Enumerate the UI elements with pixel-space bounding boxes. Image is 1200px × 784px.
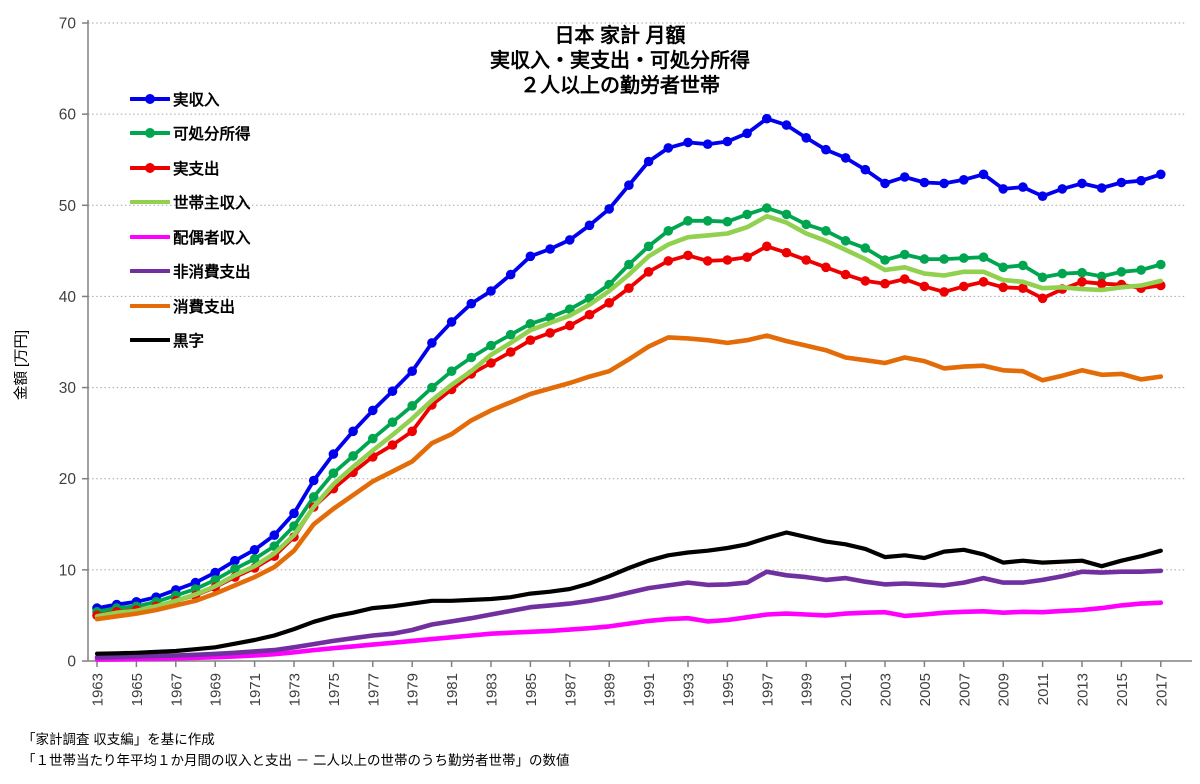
legend-label: 世帯主収入 bbox=[173, 195, 251, 212]
series-世帯主収入 bbox=[94, 213, 1164, 619]
x-axis-ticks: 1963 1965 1967 1969 1971 1973 1975 1977 1979 1981… bbox=[90, 661, 1170, 706]
y-axis-ticks: 0 10 20 30 40 50 60 70 bbox=[59, 16, 88, 671]
legend-line-sample-icon bbox=[130, 338, 170, 342]
svg-text:2003: 2003 bbox=[878, 673, 895, 706]
legend-label: 非消費支出 bbox=[173, 264, 251, 281]
svg-text:40: 40 bbox=[59, 289, 77, 306]
chart-title-line-1: 日本 家計 月額 bbox=[554, 25, 686, 47]
svg-text:2001: 2001 bbox=[838, 673, 855, 706]
svg-text:1973: 1973 bbox=[287, 673, 304, 706]
chart-footnotes: 「家計調査 収支編」を基に作成 「１世帯当たり年平均１か月間の収入と支出 － 二… bbox=[22, 729, 570, 771]
svg-text:金額 [万円]: 金額 [万円] bbox=[13, 330, 30, 400]
series-可処分所得 bbox=[92, 203, 1166, 617]
svg-text:50: 50 bbox=[59, 198, 77, 215]
svg-text:2007: 2007 bbox=[956, 673, 973, 706]
footnote-source: 「家計調査 収支編」を基に作成 bbox=[22, 732, 215, 747]
legend-item-1: 実収入 bbox=[130, 88, 251, 109]
footnote-definition: 「１世帯当たり年平均１か月間の収入と支出 － 二人以上の世帯のうち勤労者世帯」の… bbox=[22, 753, 570, 768]
svg-text:1971: 1971 bbox=[247, 673, 264, 706]
svg-text:1977: 1977 bbox=[365, 673, 382, 706]
svg-text:2005: 2005 bbox=[917, 673, 934, 706]
svg-text:1995: 1995 bbox=[720, 673, 737, 706]
y-axis-title: 金額 [万円] bbox=[13, 330, 30, 400]
legend-item-3: 実支出 bbox=[130, 157, 251, 178]
axes bbox=[87, 20, 1192, 662]
series-非消費支出 bbox=[94, 568, 1164, 660]
gridlines bbox=[88, 22, 1186, 571]
svg-text:1983: 1983 bbox=[484, 673, 501, 706]
svg-text:1979: 1979 bbox=[405, 673, 422, 706]
chart-title-line-2: 実収入・実支出・可処分所得 bbox=[490, 50, 750, 72]
legend-label: 黒字 bbox=[173, 333, 205, 350]
svg-text:2017: 2017 bbox=[1153, 673, 1170, 706]
svg-text:60: 60 bbox=[59, 107, 77, 124]
legend-label: 実収入 bbox=[173, 91, 220, 109]
legend-label: 配偶者収入 bbox=[173, 229, 251, 247]
legend-line-sample-icon bbox=[130, 234, 170, 239]
svg-text:1985: 1985 bbox=[523, 673, 540, 706]
legend-line-sample-icon bbox=[130, 200, 170, 204]
legend-item-7: 消費支出 bbox=[130, 295, 251, 316]
svg-text:1981: 1981 bbox=[444, 673, 461, 706]
svg-text:1969: 1969 bbox=[208, 673, 225, 706]
legend-line-sample-icon bbox=[130, 128, 170, 138]
legend-line-sample-icon bbox=[130, 269, 170, 273]
legend-label: 実支出 bbox=[173, 160, 220, 178]
legend-line-sample-icon bbox=[130, 93, 170, 104]
series-黒字 bbox=[94, 530, 1163, 656]
svg-text:2009: 2009 bbox=[996, 673, 1013, 706]
svg-text:20: 20 bbox=[59, 471, 77, 488]
svg-text:1975: 1975 bbox=[326, 673, 343, 706]
series-実収入 bbox=[92, 113, 1166, 613]
chart-title: 日本 家計 月額 実収入・実支出・可処分所得 ２人以上の勤労者世帯 bbox=[320, 24, 920, 99]
svg-text:1967: 1967 bbox=[168, 673, 185, 706]
svg-text:1991: 1991 bbox=[641, 673, 658, 706]
svg-text:30: 30 bbox=[59, 380, 77, 397]
series-消費支出 bbox=[94, 333, 1164, 622]
svg-text:1987: 1987 bbox=[562, 673, 579, 706]
svg-text:1999: 1999 bbox=[799, 673, 816, 706]
legend-label: 可処分所得 bbox=[173, 126, 251, 143]
svg-text:2013: 2013 bbox=[1075, 673, 1092, 706]
legend-line-sample-icon bbox=[130, 303, 170, 308]
svg-text:1965: 1965 bbox=[129, 673, 146, 706]
svg-text:1993: 1993 bbox=[681, 673, 698, 706]
legend-item-8: 黒字 bbox=[130, 330, 251, 351]
svg-text:0: 0 bbox=[67, 654, 76, 671]
svg-text:10: 10 bbox=[59, 562, 77, 579]
svg-text:1963: 1963 bbox=[90, 673, 107, 706]
legend-item-6: 非消費支出 bbox=[130, 261, 251, 282]
svg-text:1997: 1997 bbox=[759, 673, 776, 706]
legend-item-5: 配偶者収入 bbox=[130, 226, 251, 247]
svg-text:2011: 2011 bbox=[1035, 673, 1052, 705]
svg-text:2015: 2015 bbox=[1114, 673, 1131, 706]
legend-line-sample-icon bbox=[130, 162, 170, 173]
legend-label: 消費支出 bbox=[173, 298, 236, 316]
legend-item-2: 可処分所得 bbox=[130, 123, 251, 144]
series-配偶者収入 bbox=[94, 600, 1164, 662]
legend-item-4: 世帯主収入 bbox=[130, 192, 251, 213]
svg-text:70: 70 bbox=[59, 16, 77, 33]
chart-title-line-3: ２人以上の勤労者世帯 bbox=[520, 75, 720, 97]
chart-legend: 実収入可処分所得実支出世帯主収入配偶者収入非消費支出消費支出黒字 bbox=[130, 88, 251, 364]
svg-text:1989: 1989 bbox=[602, 673, 619, 706]
